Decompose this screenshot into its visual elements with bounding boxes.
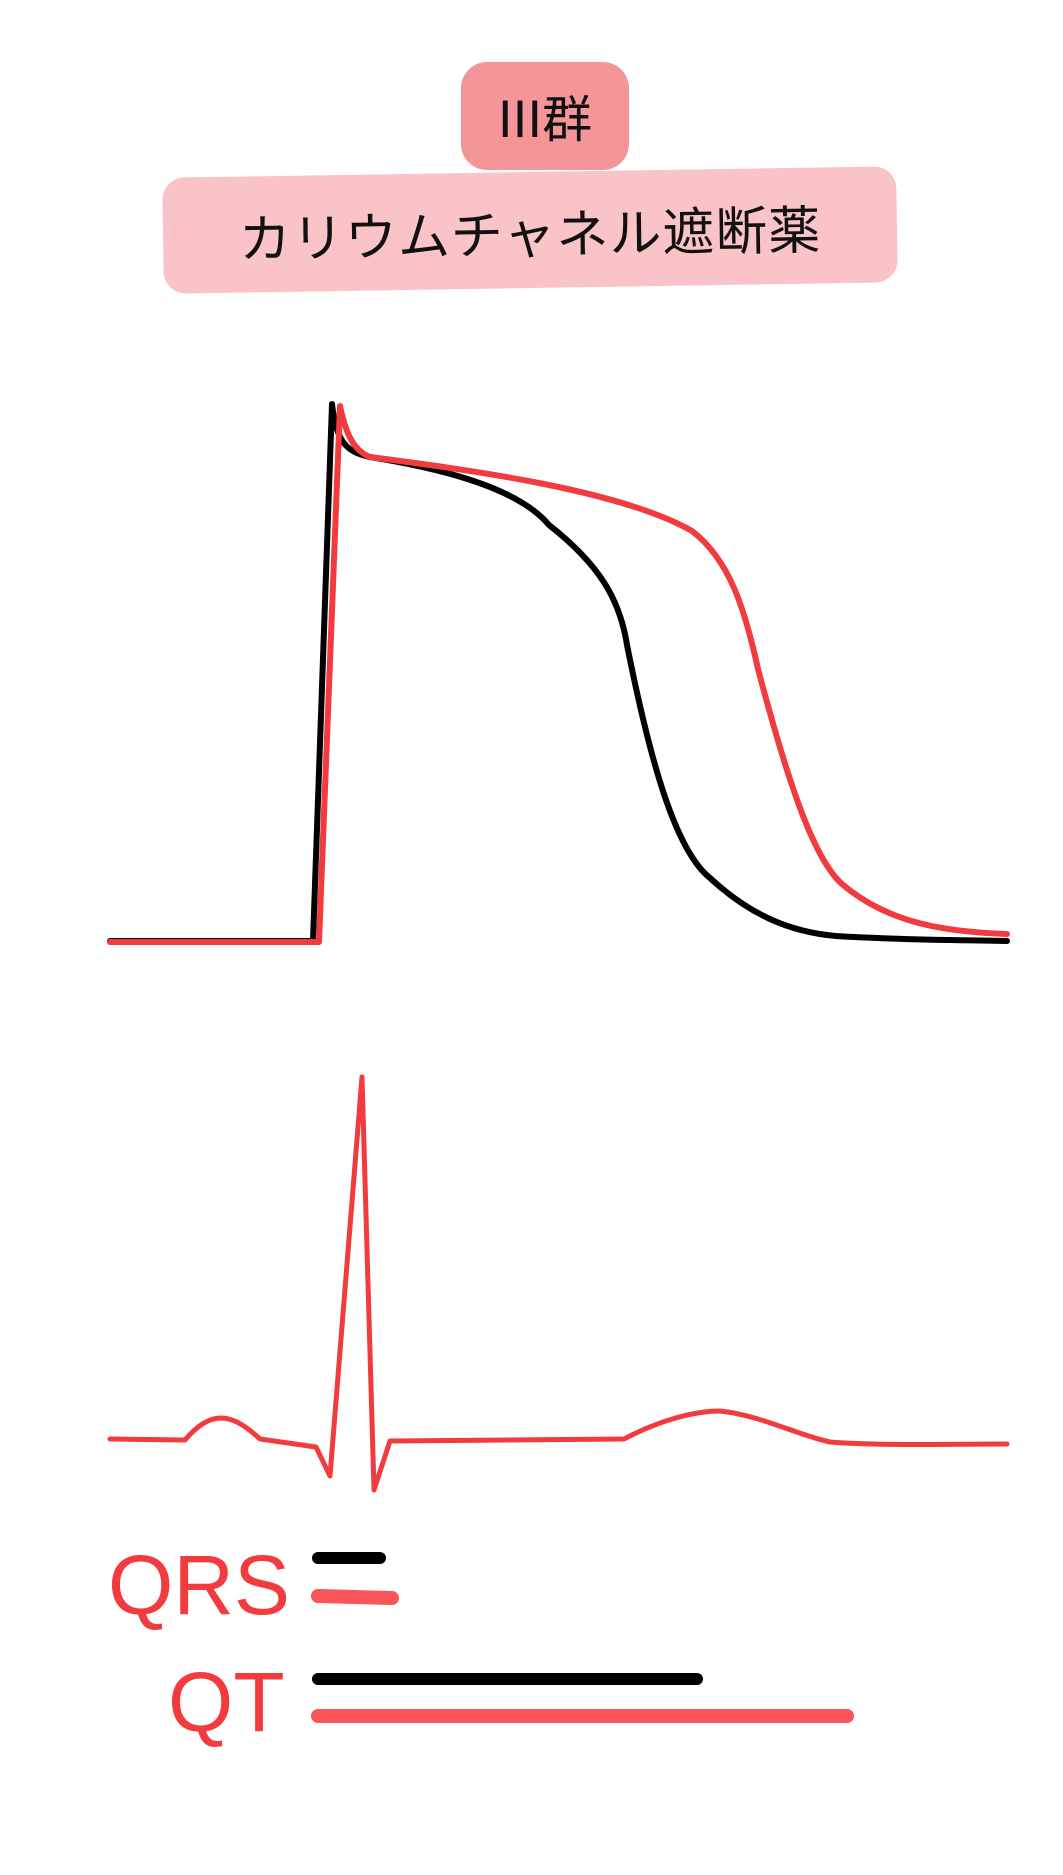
class-badge: III群 (461, 62, 629, 170)
qrs-drug-bar (311, 1589, 399, 1605)
qrs-label: QRS (108, 1538, 291, 1632)
ecg-trace (107, 1074, 1010, 1493)
action-potential-graph (107, 401, 1010, 945)
qt-label: QT (168, 1655, 285, 1749)
action-potential-drug-curve (107, 403, 1010, 945)
